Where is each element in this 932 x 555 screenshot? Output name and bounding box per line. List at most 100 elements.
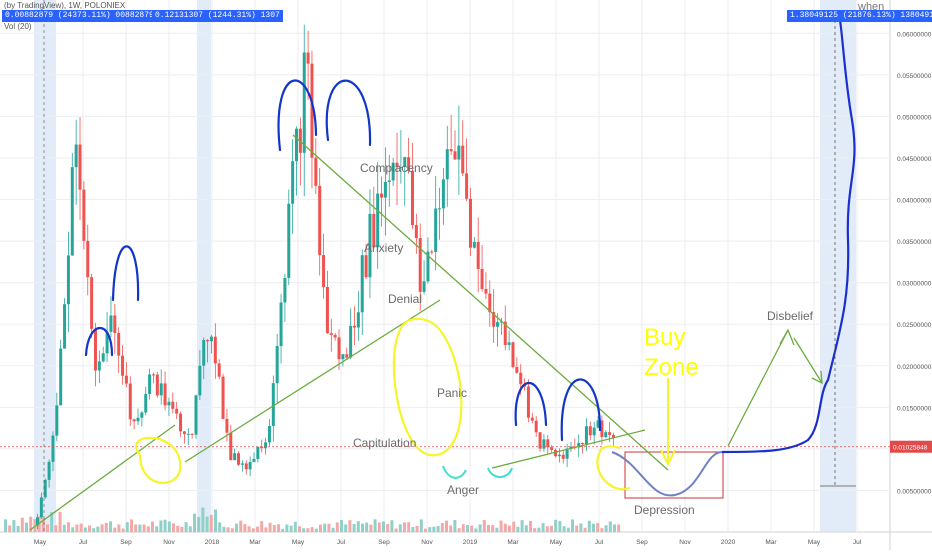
y-tick-label: 0.02000000 bbox=[897, 364, 932, 371]
candle bbox=[151, 374, 155, 376]
volume-bar bbox=[201, 507, 205, 532]
volume-bar bbox=[172, 523, 175, 532]
volume-bar bbox=[369, 524, 373, 532]
x-tick-label: Jul bbox=[595, 539, 604, 546]
candle bbox=[109, 315, 113, 332]
current-price-label: 0.01025848 bbox=[893, 445, 928, 452]
candle bbox=[472, 242, 476, 248]
volume-bar bbox=[554, 519, 558, 532]
volume-bar bbox=[235, 523, 238, 532]
candle bbox=[546, 439, 550, 448]
candle bbox=[70, 167, 74, 256]
candle bbox=[121, 355, 125, 376]
annotation-denial: Denial bbox=[388, 292, 422, 306]
volume-bar bbox=[79, 523, 83, 532]
volume-bar bbox=[361, 523, 364, 532]
x-tick-label: Sep bbox=[636, 539, 648, 546]
candle bbox=[36, 517, 39, 526]
volume-bar bbox=[83, 527, 87, 532]
x-tick-label: May bbox=[34, 539, 47, 546]
candle bbox=[356, 312, 360, 328]
candle bbox=[577, 442, 581, 448]
candle bbox=[198, 365, 202, 396]
volume-bar bbox=[29, 516, 33, 532]
candle bbox=[252, 458, 256, 463]
volume-bar bbox=[445, 520, 448, 532]
volume-bar bbox=[155, 526, 159, 532]
volume-bar bbox=[62, 524, 66, 532]
volume-bar bbox=[54, 525, 58, 532]
volume-bar bbox=[314, 528, 318, 532]
volume-bar bbox=[495, 527, 499, 532]
volume-bar bbox=[100, 524, 104, 532]
candle bbox=[561, 454, 565, 459]
candle bbox=[604, 432, 608, 438]
candle bbox=[372, 213, 376, 248]
volume-bar bbox=[386, 523, 390, 532]
candle bbox=[155, 374, 159, 396]
candle bbox=[90, 277, 94, 329]
volume-bar bbox=[298, 526, 301, 532]
volume-bar bbox=[583, 527, 587, 532]
x-tick-label: May bbox=[808, 539, 821, 546]
candle bbox=[167, 401, 171, 406]
volume-bar bbox=[571, 519, 574, 532]
candle bbox=[302, 52, 306, 153]
candle bbox=[441, 179, 445, 209]
volume-bar bbox=[533, 528, 537, 532]
candle bbox=[225, 418, 229, 433]
volume-bar bbox=[113, 527, 117, 532]
volume-bar bbox=[243, 524, 247, 532]
volume-bar bbox=[222, 526, 226, 532]
y-tick-label: 0.00500000 bbox=[897, 488, 932, 495]
volume-bar bbox=[134, 524, 138, 532]
volume-bar bbox=[449, 525, 453, 532]
x-tick-label: Nov bbox=[679, 539, 691, 546]
candle bbox=[426, 251, 430, 282]
candle bbox=[407, 157, 411, 171]
candle bbox=[124, 375, 128, 384]
volume-bar bbox=[566, 527, 570, 532]
candle bbox=[345, 354, 349, 358]
volume-bar bbox=[142, 524, 146, 532]
arrow-head bbox=[811, 370, 823, 385]
volume-bar bbox=[138, 524, 142, 532]
scribble-blue bbox=[325, 79, 372, 147]
volume-bar bbox=[503, 523, 507, 532]
candle bbox=[221, 376, 225, 419]
volume-bar bbox=[474, 528, 478, 532]
candle bbox=[39, 497, 43, 518]
x-tick-label: Sep bbox=[120, 539, 132, 546]
x-tick-label: Jul bbox=[79, 539, 88, 546]
candle bbox=[260, 446, 264, 449]
volume-bar bbox=[398, 524, 402, 532]
candle bbox=[271, 383, 275, 426]
candle bbox=[287, 203, 291, 278]
volume-bar bbox=[125, 522, 129, 532]
x-tick-label: May bbox=[550, 539, 563, 546]
scribble-yellow bbox=[392, 317, 463, 457]
candle bbox=[163, 383, 167, 406]
volume-bar bbox=[529, 520, 532, 532]
volume-bar bbox=[285, 524, 289, 532]
candle bbox=[310, 63, 314, 158]
y-tick-label: 0.05000000 bbox=[897, 114, 932, 121]
candle bbox=[171, 401, 175, 409]
candle bbox=[47, 461, 51, 480]
volume-bar bbox=[260, 521, 264, 532]
candle bbox=[476, 242, 480, 270]
candle bbox=[233, 453, 237, 461]
volume-bar bbox=[424, 528, 427, 532]
candle bbox=[349, 325, 353, 358]
candle bbox=[484, 288, 488, 294]
volume-bar bbox=[239, 520, 243, 532]
candle bbox=[267, 425, 271, 443]
candle bbox=[488, 293, 492, 313]
annotation-capitulation: Capitulation bbox=[353, 436, 416, 450]
volume-bar bbox=[466, 524, 469, 532]
volume-bar bbox=[264, 527, 268, 532]
plot-area bbox=[0, 0, 890, 532]
volume-bar bbox=[4, 519, 7, 532]
